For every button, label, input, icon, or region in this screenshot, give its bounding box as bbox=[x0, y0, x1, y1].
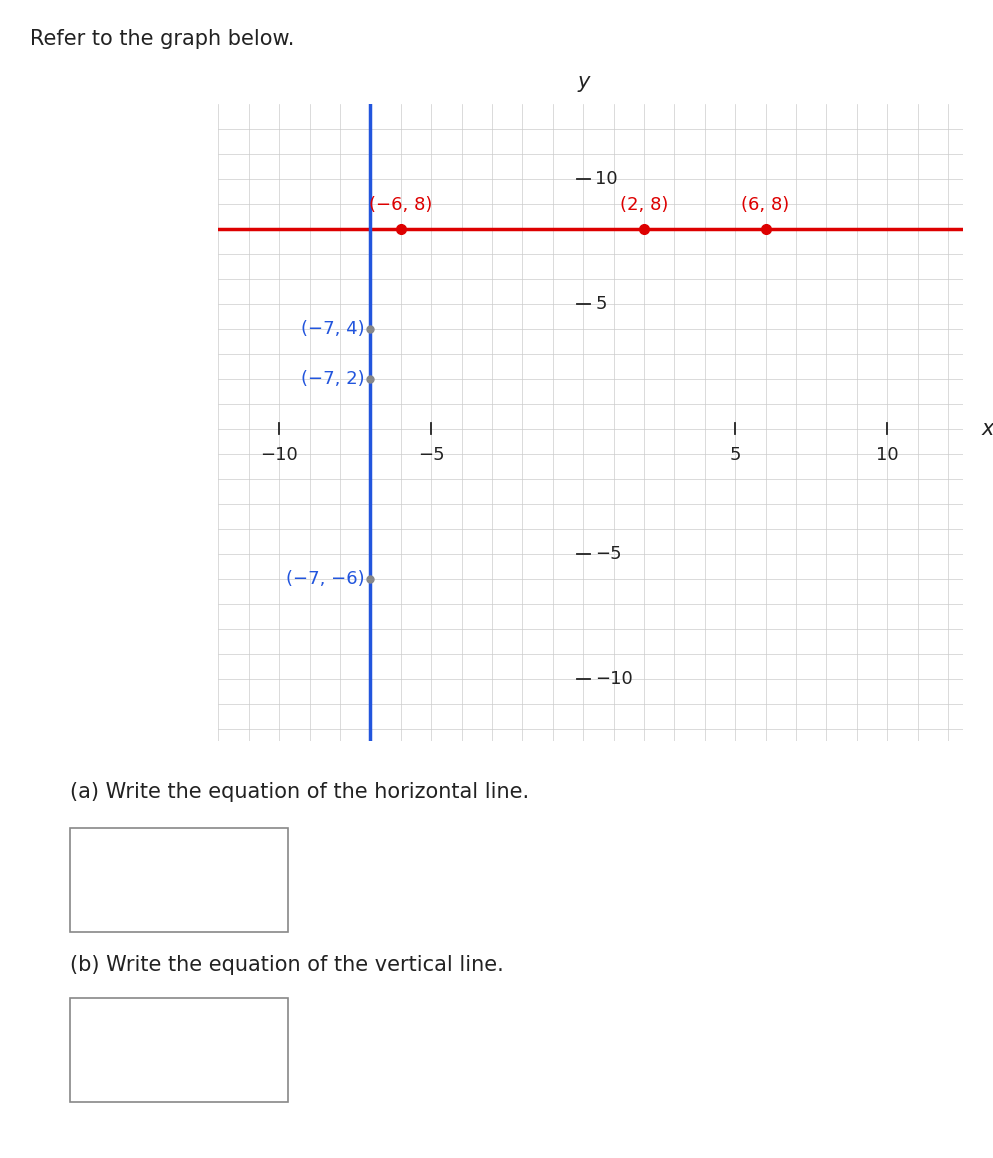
Text: (2, 8): (2, 8) bbox=[620, 196, 668, 214]
Text: x: x bbox=[981, 419, 993, 439]
Text: y: y bbox=[577, 72, 590, 91]
Text: −5: −5 bbox=[418, 446, 445, 464]
Text: (−7, 4): (−7, 4) bbox=[301, 320, 364, 338]
Text: (−6, 8): (−6, 8) bbox=[369, 196, 433, 214]
Text: (−7, −6): (−7, −6) bbox=[286, 570, 364, 588]
Text: (b) Write the equation of the vertical line.: (b) Write the equation of the vertical l… bbox=[70, 955, 503, 975]
Text: 5: 5 bbox=[730, 446, 741, 464]
Text: −10: −10 bbox=[596, 669, 634, 688]
Text: (a) Write the equation of the horizontal line.: (a) Write the equation of the horizontal… bbox=[70, 782, 528, 801]
Text: −10: −10 bbox=[260, 446, 298, 464]
Text: −5: −5 bbox=[596, 544, 622, 563]
Text: 10: 10 bbox=[596, 170, 618, 188]
Text: 5: 5 bbox=[596, 295, 607, 313]
Text: (−7, 2): (−7, 2) bbox=[301, 369, 364, 388]
Text: Refer to the graph below.: Refer to the graph below. bbox=[30, 29, 294, 49]
Text: (6, 8): (6, 8) bbox=[742, 196, 789, 214]
Text: 10: 10 bbox=[876, 446, 899, 464]
